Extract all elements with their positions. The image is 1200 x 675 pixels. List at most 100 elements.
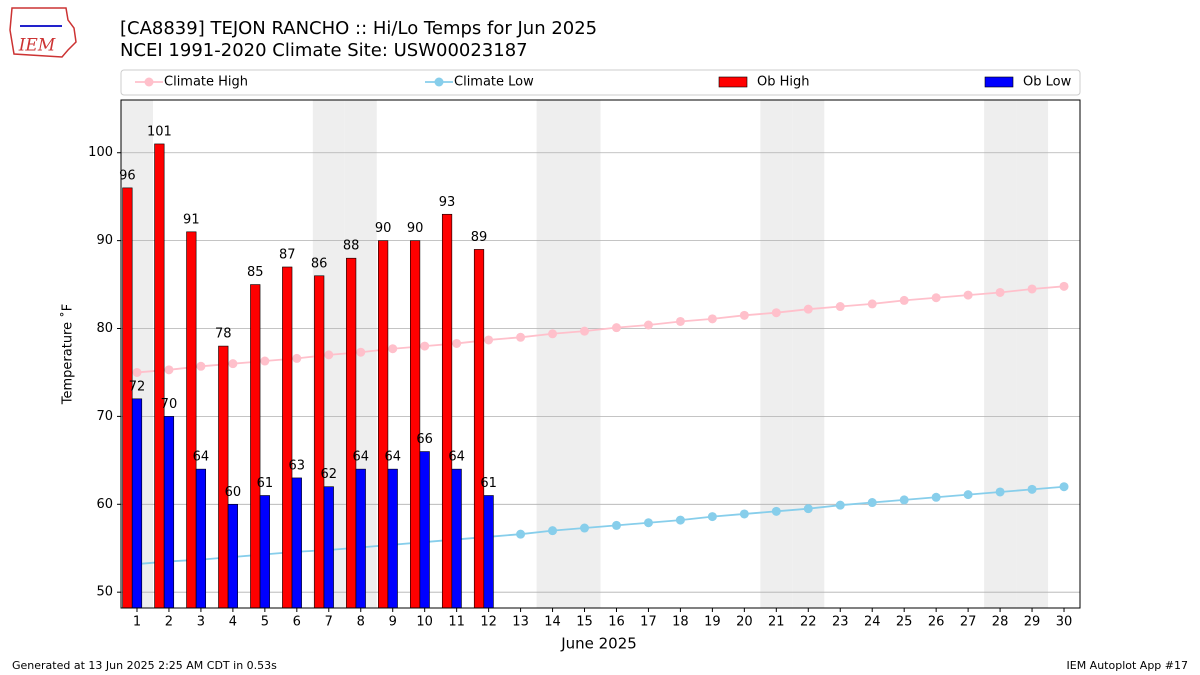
legend — [120, 69, 1081, 96]
y-tick-label: 60 — [96, 497, 113, 512]
point — [995, 287, 1005, 297]
legend-label: Climate High — [164, 75, 248, 90]
point — [611, 323, 621, 333]
point — [867, 299, 877, 309]
chart-title: [CA8839] TEJON RANCHO :: Hi/Lo Temps for… — [120, 18, 597, 39]
x-tick-label: 22 — [800, 615, 817, 630]
data-label: 86 — [311, 256, 328, 271]
point — [292, 353, 302, 363]
x-tick-label: 15 — [576, 615, 593, 630]
legend-label: Ob High — [757, 75, 810, 90]
bar — [131, 398, 143, 609]
data-label: 101 — [147, 124, 172, 139]
point — [580, 523, 590, 533]
point — [356, 347, 366, 357]
bar — [250, 284, 261, 609]
data-label: 90 — [375, 221, 392, 236]
x-tick-label: 8 — [357, 615, 365, 630]
data-label: 78 — [215, 327, 232, 342]
legend-swatch — [718, 76, 748, 88]
chart-subtitle: NCEI 1991-2020 Climate Site: USW00023187 — [120, 40, 528, 61]
y-tick-label: 50 — [96, 585, 113, 600]
point — [516, 529, 526, 539]
x-tick-label: 23 — [832, 615, 849, 630]
plot-area: 96 101 91 78 85 87 86 88 90 90 93 89 72 70 64 60 61 63 62 6… — [119, 100, 1080, 609]
point — [643, 518, 653, 528]
x-tick-label: 13 — [512, 615, 529, 630]
point — [164, 365, 174, 375]
data-label: 90 — [407, 221, 424, 236]
point — [1027, 484, 1037, 494]
point — [675, 515, 685, 525]
point — [867, 498, 877, 508]
x-tick-label: 24 — [864, 615, 881, 630]
point — [771, 308, 781, 318]
bar — [483, 495, 494, 609]
x-tick-label: 9 — [389, 615, 397, 630]
data-label: 93 — [439, 195, 456, 210]
point — [707, 512, 717, 522]
footer-left: Generated at 13 Jun 2025 2:25 AM CDT in … — [12, 659, 277, 672]
bar — [218, 345, 229, 609]
legend-swatch — [984, 76, 1014, 88]
bar — [419, 451, 430, 609]
x-tick-label: 2 — [165, 615, 173, 630]
point — [899, 295, 909, 305]
weekend-band — [760, 100, 793, 608]
x-tick-label: 29 — [1024, 615, 1041, 630]
point — [771, 506, 781, 516]
point — [388, 344, 398, 354]
point — [516, 332, 526, 342]
data-label: 61 — [257, 476, 274, 491]
data-label: 60 — [225, 485, 242, 500]
point — [739, 509, 749, 519]
point — [548, 526, 558, 536]
data-label: 89 — [471, 230, 488, 245]
x-tick-label: 16 — [608, 615, 625, 630]
data-label: 87 — [279, 247, 296, 262]
bar — [378, 240, 389, 609]
data-label: 61 — [480, 476, 497, 491]
data-label: 72 — [129, 379, 146, 394]
legend-label: Ob Low — [1023, 75, 1072, 90]
bar — [227, 503, 238, 609]
footer-right: IEM Autoplot App #17 — [1067, 659, 1189, 672]
point — [228, 359, 238, 369]
x-axis-label: June 2025 — [560, 635, 637, 653]
point — [1027, 284, 1037, 294]
weekend-band — [984, 100, 1017, 608]
bar — [314, 275, 325, 609]
point — [611, 520, 621, 530]
point — [899, 495, 909, 505]
x-tick-label: 30 — [1056, 615, 1073, 630]
bar — [473, 249, 485, 609]
bar — [451, 468, 462, 609]
bar — [346, 257, 357, 609]
point — [931, 293, 941, 303]
x-tick-label: 1 — [133, 615, 141, 630]
point — [963, 290, 973, 300]
x-tick-label: 28 — [992, 615, 1009, 630]
weekend-band — [792, 100, 825, 608]
bar — [323, 486, 334, 609]
bar — [122, 187, 133, 609]
point — [803, 304, 813, 314]
x-tick-label: 5 — [261, 615, 269, 630]
point — [643, 320, 653, 330]
bar — [195, 468, 207, 609]
point — [995, 487, 1005, 497]
x-tick-label: 21 — [768, 615, 785, 630]
point — [420, 341, 430, 351]
point — [835, 302, 845, 312]
bar — [291, 477, 302, 609]
point — [803, 504, 813, 514]
point — [1059, 281, 1069, 291]
x-tick-label: 26 — [928, 615, 945, 630]
data-label: 64 — [352, 450, 369, 465]
x-tick-label: 3 — [197, 615, 205, 630]
y-tick-label: 100 — [88, 145, 113, 160]
y-axis-label: Temperature ˚F — [60, 304, 76, 405]
point — [580, 326, 590, 336]
x-tick-label: 17 — [640, 615, 657, 630]
